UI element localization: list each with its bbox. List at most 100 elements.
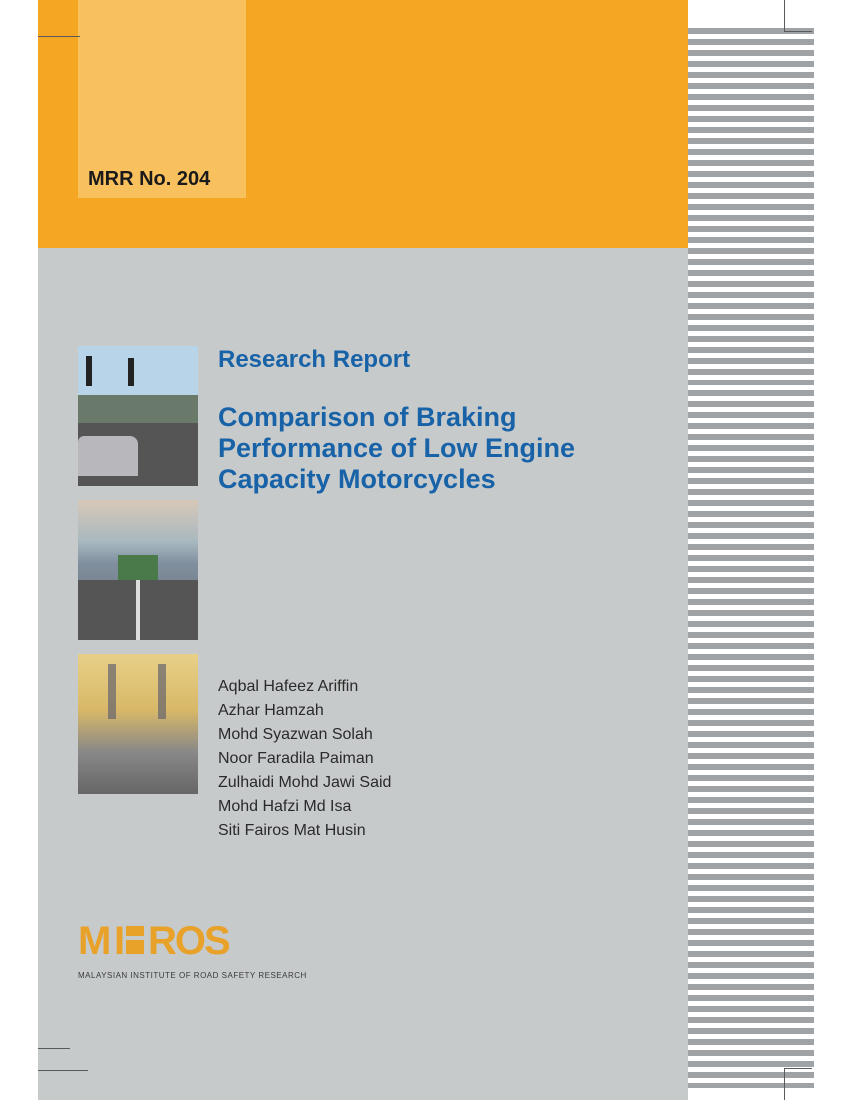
text-column: Research Report Comparison of Braking Pe… [218, 346, 668, 843]
stripe [688, 467, 814, 473]
stripe [688, 731, 814, 737]
report-title: Comparison of Braking Performance of Low… [218, 402, 668, 495]
stripe [688, 1017, 814, 1023]
stripe [688, 676, 814, 682]
stripe-decoration [688, 28, 814, 1088]
stripe [688, 753, 814, 759]
stripe [688, 72, 814, 78]
stripe [688, 171, 814, 177]
stripe [688, 380, 814, 386]
stripe [688, 1028, 814, 1034]
author-name: Siti Fairos Mat Husin [218, 819, 668, 843]
stripe [688, 522, 814, 528]
stripe [688, 786, 814, 792]
svg-text:ROS: ROS [148, 920, 230, 962]
stripe [688, 500, 814, 506]
stripe [688, 577, 814, 583]
stripe [688, 248, 814, 254]
stripe [688, 412, 814, 418]
stripe [688, 39, 814, 45]
stripe [688, 709, 814, 715]
stripe [688, 643, 814, 649]
author-name: Noor Faradila Paiman [218, 747, 668, 771]
stripe [688, 610, 814, 616]
stripe [688, 555, 814, 561]
stripe [688, 698, 814, 704]
stripe [688, 621, 814, 627]
stripe [688, 885, 814, 891]
author-name: Zulhaidi Mohd Jawi Said [218, 771, 668, 795]
stripe [688, 204, 814, 210]
stripe [688, 588, 814, 594]
stripe [688, 1039, 814, 1045]
stripe [688, 918, 814, 924]
stripe [688, 215, 814, 221]
stripe [688, 50, 814, 56]
stripe [688, 830, 814, 836]
crop-mark-top-left [38, 36, 80, 37]
stripe [688, 445, 814, 451]
thumbnail-column [78, 346, 198, 808]
stripe [688, 720, 814, 726]
stripe [688, 599, 814, 605]
stripe [688, 951, 814, 957]
stripe [688, 94, 814, 100]
stripe [688, 160, 814, 166]
stripe [688, 281, 814, 287]
stripe [688, 566, 814, 572]
svg-text:I: I [114, 920, 123, 962]
stripe [688, 127, 814, 133]
stripe [688, 863, 814, 869]
stripe [688, 390, 814, 396]
logo-subtitle: MALAYSIAN INSTITUTE OF ROAD SAFETY RESEA… [78, 971, 307, 980]
stripe [688, 654, 814, 660]
stripe [688, 105, 814, 111]
stripe [688, 1050, 814, 1056]
stripe [688, 303, 814, 309]
stripe [688, 808, 814, 814]
stripe [688, 742, 814, 748]
stripe [688, 852, 814, 858]
miros-logo-icon: M I ROS [78, 920, 278, 962]
author-name: Mohd Syazwan Solah [218, 723, 668, 747]
stripe [688, 533, 814, 539]
stripe [688, 962, 814, 968]
stripe [688, 929, 814, 935]
stripe [688, 478, 814, 484]
section-label: Research Report [218, 346, 668, 374]
stripe [688, 632, 814, 638]
stripe [688, 325, 814, 331]
stripe [688, 259, 814, 265]
stripe [688, 116, 814, 122]
stripe [688, 973, 814, 979]
author-name: Azhar Hamzah [218, 699, 668, 723]
stripe [688, 1006, 814, 1012]
stripe [688, 358, 814, 364]
stripe [688, 775, 814, 781]
thumbnail-image-3 [78, 654, 198, 794]
stripe [688, 874, 814, 880]
stripe [688, 940, 814, 946]
stripe [688, 423, 814, 429]
stripe [688, 896, 814, 902]
stripe [688, 544, 814, 550]
stripe [688, 434, 814, 440]
crop-mark-bottom-left-1 [38, 1048, 70, 1068]
author-name: Aqbal Hafeez Ariffin [218, 675, 668, 699]
stripe [688, 764, 814, 770]
stripe [688, 270, 814, 276]
stripe [688, 665, 814, 671]
stripe [688, 314, 814, 320]
thumbnail-image-1 [78, 346, 198, 486]
stripe [688, 83, 814, 89]
stripe [688, 819, 814, 825]
stripe [688, 369, 814, 375]
crop-mark-top-right [784, 0, 812, 32]
stripe [688, 237, 814, 243]
stripe [688, 797, 814, 803]
crop-mark-bottom-left-2 [38, 1070, 88, 1071]
thumbnail-image-2 [78, 500, 198, 640]
author-name: Mohd Hafzi Md Isa [218, 795, 668, 819]
stripe [688, 401, 814, 407]
stripe [688, 489, 814, 495]
